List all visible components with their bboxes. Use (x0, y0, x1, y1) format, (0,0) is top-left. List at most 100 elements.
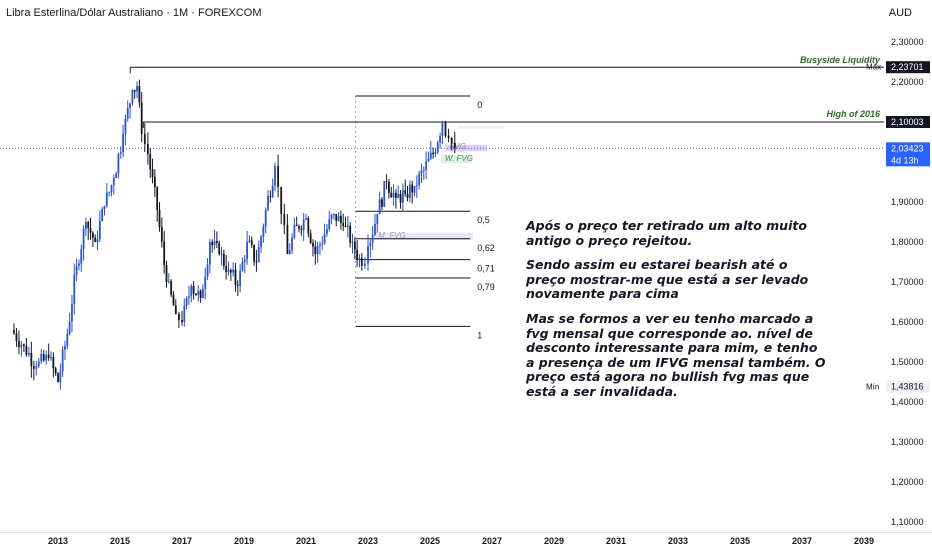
candle-body (122, 134, 124, 153)
fvg-zone-green-fvg[interactable] (457, 126, 505, 129)
candle-body (295, 224, 298, 226)
annotation-note-2: Sendo assim eu estarei bearish até o pre… (526, 257, 809, 301)
x-tick-label: 2031 (606, 536, 626, 546)
candle-body (138, 86, 141, 103)
candle-body (319, 244, 321, 246)
candle-body (140, 102, 143, 134)
y-tick-label: 1,90000 (891, 197, 924, 207)
candle-body (78, 263, 80, 266)
candle-body (71, 304, 73, 322)
busyside-price-tag (886, 61, 930, 74)
candle-body (222, 253, 225, 267)
candle-body (47, 354, 50, 358)
fvg-label-monthly-fvg: M. FVG (378, 231, 406, 240)
candle-body (376, 214, 379, 224)
candle-body (411, 184, 414, 193)
candle-body (364, 263, 366, 266)
candle-body (369, 242, 372, 246)
fib-level-label: 0,5 (477, 215, 490, 225)
candle-body (395, 192, 397, 198)
candle-body (87, 222, 90, 229)
candle-body (190, 286, 193, 297)
candle-body (264, 210, 267, 227)
x-tick-label: 2039 (854, 536, 874, 546)
candle-body (178, 314, 180, 320)
current-price-tag[interactable] (886, 142, 930, 167)
candle-body (312, 242, 314, 247)
candle-body (429, 152, 432, 159)
candle-body (344, 226, 347, 227)
candle-body (397, 194, 400, 198)
candle-body (346, 225, 349, 227)
candle-body (432, 152, 434, 154)
candle-body (262, 226, 265, 237)
candle-body (124, 118, 127, 134)
candle-body (392, 192, 395, 198)
candle-body (353, 242, 356, 250)
candle-body (298, 226, 300, 229)
fvg-zone-weekly-fvg[interactable] (440, 154, 472, 164)
candle-body (335, 214, 338, 221)
candle-body (115, 173, 118, 178)
candle-body (192, 286, 195, 294)
candle-body (232, 269, 235, 273)
candle-body (32, 366, 35, 369)
candle-body (337, 215, 340, 221)
candle-body (153, 176, 156, 188)
candle-body (300, 228, 303, 230)
candle-body (42, 354, 45, 361)
x-tick-label: 2033 (668, 536, 688, 546)
candle-body (333, 214, 335, 215)
candle-body (439, 135, 441, 143)
candle-body (59, 371, 62, 382)
x-tick-label: 2019 (234, 536, 254, 546)
candle-body (351, 242, 354, 243)
candle-body (323, 234, 326, 244)
candle-body (234, 269, 237, 285)
x-tick-label: 2035 (730, 536, 750, 546)
min-tag (886, 380, 930, 393)
candle-body (415, 185, 418, 187)
candle-body (255, 261, 258, 263)
fvg-zone-purple-fvg[interactable] (445, 144, 488, 152)
candle-body (165, 265, 168, 282)
candle-body (172, 294, 175, 306)
candle-body (229, 270, 232, 273)
fvg-zone-monthly-fvg[interactable] (374, 232, 474, 240)
candle-body (37, 361, 40, 366)
candle-body (309, 233, 312, 243)
candle-body (447, 135, 450, 138)
y-tick-label: 1,40000 (891, 397, 924, 407)
candle-body (197, 290, 200, 296)
candle-body (181, 319, 183, 322)
candle-body (243, 259, 246, 263)
candle-body (215, 241, 218, 243)
candle-body (288, 250, 291, 254)
candle-body (188, 296, 190, 299)
candle-body (133, 90, 136, 92)
candle-body (54, 368, 57, 374)
candle-body (267, 196, 269, 210)
y-tick-label: 1,70000 (891, 277, 924, 287)
candle-body (374, 223, 376, 235)
candle-body (356, 249, 359, 260)
candle-body (18, 341, 20, 348)
candle-body (206, 264, 209, 277)
candle-body (283, 214, 286, 226)
candle-body (253, 245, 255, 262)
min-value: 1,43816 (891, 382, 924, 392)
candle-body (131, 90, 134, 104)
x-tick-label: 2017 (172, 536, 192, 546)
candle-body (136, 86, 138, 92)
candle-body (103, 206, 106, 210)
candle-body (427, 158, 430, 162)
candle-body (204, 276, 207, 289)
candle-body (50, 357, 52, 359)
candle-body (45, 354, 48, 361)
candle-body (160, 227, 163, 242)
candle-body (383, 181, 386, 207)
candle-body (248, 240, 251, 242)
candle-body (388, 182, 390, 193)
